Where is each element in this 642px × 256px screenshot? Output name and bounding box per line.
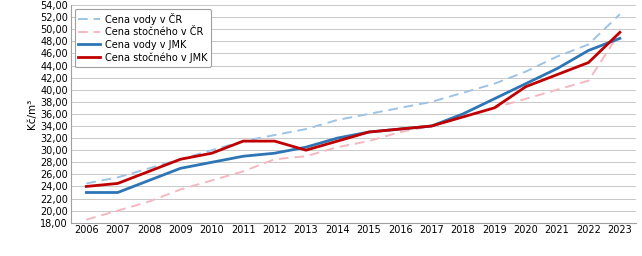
Y-axis label: Kč/m³: Kč/m³ [27,99,37,129]
Legend: Cena vody v ČR, Cena stočného v ČR, Cena vody v JMK, Cena stočného v JMK: Cena vody v ČR, Cena stočného v ČR, Cena… [74,9,211,67]
